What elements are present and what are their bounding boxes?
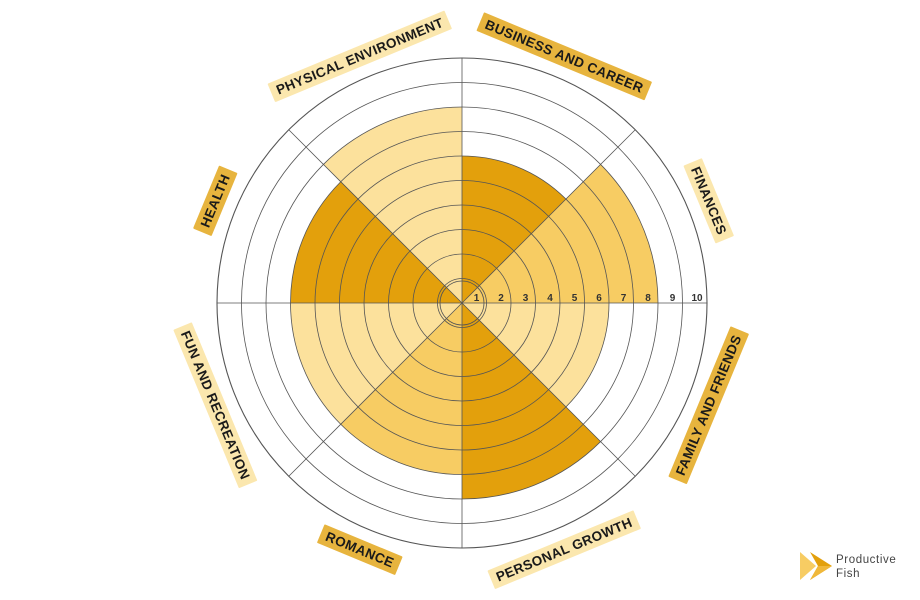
- category-label-text: FUN AND RECREATION: [178, 329, 253, 482]
- category-label-finances: FINANCES: [683, 158, 734, 244]
- tick-label-4: 4: [547, 293, 553, 304]
- wheel-sectors: [290, 107, 658, 499]
- category-label-bg: [317, 524, 403, 575]
- category-label-fun-and-recreation: FUN AND RECREATION: [173, 322, 258, 488]
- brand-logo: Productive Fish: [798, 548, 908, 588]
- category-label-physical-environment: PHYSICAL ENVIRONMENT: [267, 10, 452, 102]
- category-label-personal-growth: PERSONAL GROWTH: [487, 510, 641, 589]
- sector-finances: [462, 164, 658, 303]
- category-label-text: PHYSICAL ENVIRONMENT: [274, 15, 446, 98]
- tick-label-8: 8: [645, 293, 651, 304]
- brand-name-line2: Fish: [836, 568, 861, 580]
- category-label-bg: [193, 165, 238, 236]
- category-label-bg: [476, 12, 652, 101]
- category-label-bg: [267, 10, 452, 102]
- category-label-family-and-friends: FAMILY AND FRIENDS: [668, 326, 749, 484]
- sector-family-and-friends: [462, 303, 609, 407]
- tick-label-2: 2: [498, 293, 504, 304]
- spoke-7: [288, 129, 463, 304]
- category-label-health: HEALTH: [193, 165, 238, 236]
- tick-label-6: 6: [596, 293, 602, 304]
- wheel-tick-labels: 1 2 3 4 5 6 7 8 9 10: [474, 293, 703, 304]
- tick-label-3: 3: [523, 293, 529, 304]
- category-label-text: FAMILY AND FRIENDS: [673, 333, 745, 478]
- sector-physical-environment: [323, 107, 462, 303]
- tick-label-10: 10: [691, 293, 703, 304]
- category-label-business-and-career: BUSINESS AND CAREER: [476, 12, 652, 101]
- spoke-1: [461, 129, 636, 304]
- sector-health: [290, 181, 462, 303]
- sector-business-and-career: [462, 156, 566, 303]
- category-label-bg: [487, 510, 641, 589]
- wheel-grid: [216, 57, 708, 549]
- spoke-3: [461, 302, 636, 477]
- category-label-bg: [683, 158, 734, 244]
- tick-label-9: 9: [670, 293, 676, 304]
- sector-fun-and-recreation: [290, 303, 462, 425]
- tick-label-7: 7: [621, 293, 627, 304]
- brand-name-line1: Productive: [836, 554, 897, 566]
- fish-icon: [800, 552, 832, 580]
- category-label-bg: [173, 322, 258, 488]
- spoke-5: [288, 302, 463, 477]
- sector-romance: [340, 303, 462, 475]
- sector-personal-growth: [462, 303, 601, 499]
- category-label-bg: [668, 326, 749, 484]
- tick-label-1: 1: [474, 293, 480, 304]
- tick-label-5: 5: [572, 293, 578, 304]
- category-label-romance: ROMANCE: [317, 524, 403, 575]
- category-label-text: BUSINESS AND CAREER: [483, 17, 646, 96]
